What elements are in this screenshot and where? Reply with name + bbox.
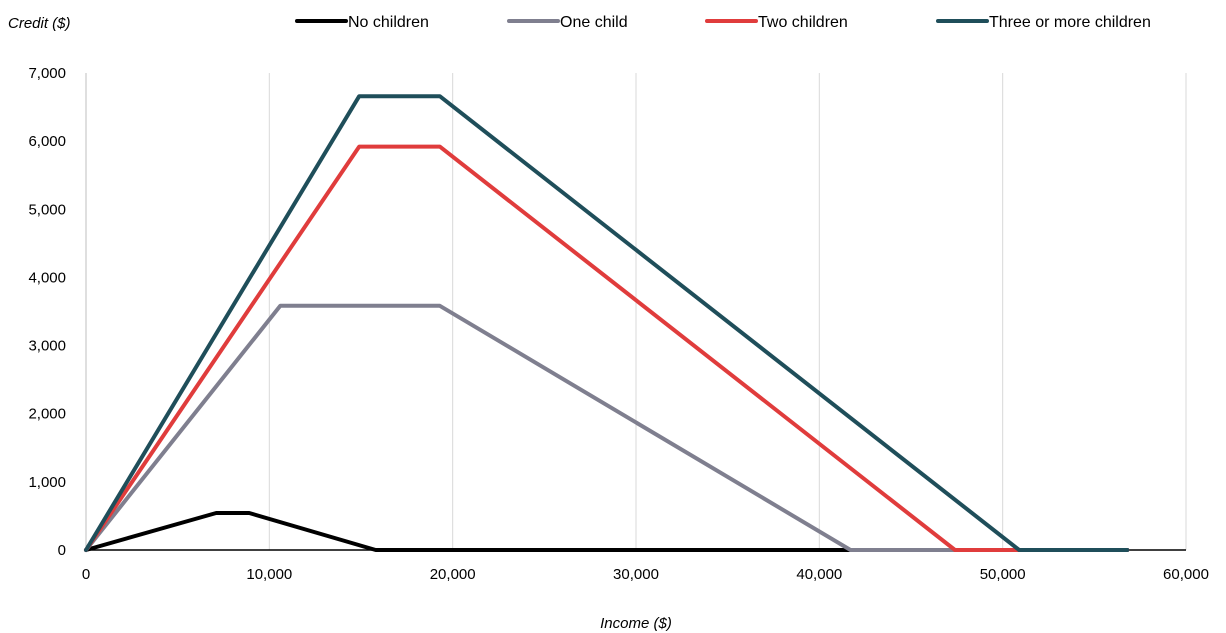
series-line-4 xyxy=(84,94,1130,552)
legend-label: Three or more children xyxy=(989,14,1151,31)
y-tick-label: 0 xyxy=(58,542,66,559)
series-line-1 xyxy=(84,511,1130,552)
x-tick-label: 50,000 xyxy=(980,566,1026,583)
legend-label: Two children xyxy=(758,14,848,31)
y-tick-label: 6,000 xyxy=(28,133,66,150)
y-tick-label: 2,000 xyxy=(28,406,66,423)
y-tick-label: 5,000 xyxy=(28,201,66,218)
y-tick-label: 1,000 xyxy=(28,474,66,491)
x-tick-label: 0 xyxy=(82,566,90,583)
x-tick-label: 10,000 xyxy=(246,566,292,583)
legend-label: No children xyxy=(348,14,429,31)
x-tick-label: 20,000 xyxy=(430,566,476,583)
x-tick-label: 30,000 xyxy=(613,566,659,583)
grid xyxy=(268,73,1187,550)
series-line-3 xyxy=(84,144,1130,552)
series-lines xyxy=(84,94,1130,552)
x-axis-title: Income ($) xyxy=(600,615,672,632)
series-line-2 xyxy=(84,303,1130,552)
y-axis-title: Credit ($) xyxy=(8,15,71,32)
y-tick-label: 3,000 xyxy=(28,338,66,355)
x-tick-label: 60,000 xyxy=(1163,566,1209,583)
y-tick-label: 7,000 xyxy=(28,65,66,82)
x-tick-label: 40,000 xyxy=(796,566,842,583)
axes: 0 10,000 20,000 30,000 40,000 50,000 60,000 0 1,… xyxy=(28,65,1208,583)
legend-label: One child xyxy=(560,14,628,31)
y-tick-label: 4,000 xyxy=(28,269,66,286)
legend: No children One child Two children Three or… xyxy=(295,14,1151,31)
